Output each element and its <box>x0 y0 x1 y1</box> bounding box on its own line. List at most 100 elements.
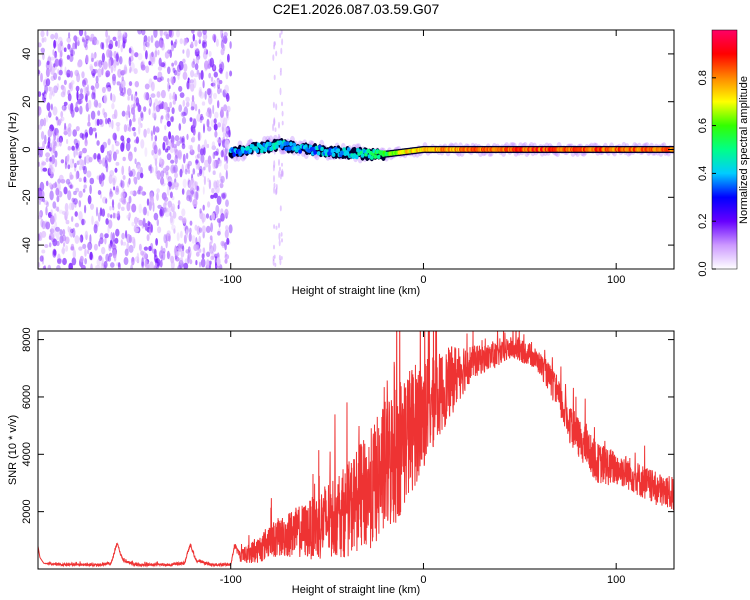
noise-speckle <box>143 92 148 101</box>
noise-speckle <box>185 101 190 108</box>
noise-speckle <box>173 41 177 49</box>
noise-speckle <box>152 108 157 118</box>
noise-speckle <box>153 75 158 80</box>
noise-speckle <box>163 31 168 36</box>
noise-speckle <box>162 141 166 151</box>
noise-speckle <box>160 76 164 81</box>
noise-speckle <box>101 52 105 63</box>
noise-speckle <box>55 116 58 121</box>
noise-speckle <box>140 64 146 71</box>
noise-speckle <box>62 85 66 96</box>
noise-speckle <box>111 93 116 103</box>
noise-speckle <box>102 141 107 149</box>
noise-speckle <box>202 247 205 253</box>
noise-speckle <box>187 169 191 175</box>
noise-speckle <box>152 248 157 254</box>
noise-speckle <box>105 155 108 164</box>
noise-speckle <box>157 71 163 79</box>
noise-speckle <box>78 246 83 251</box>
noise-speckle <box>155 238 159 246</box>
spectrogram-xtick-label: -100 <box>220 274 242 286</box>
noise-speckle <box>224 258 228 264</box>
noise-speckle <box>220 213 225 222</box>
noise-speckle <box>128 47 132 54</box>
noise-streak <box>273 74 276 80</box>
noise-speckle <box>106 49 110 58</box>
noise-streak <box>275 188 277 196</box>
noise-speckle <box>38 161 41 167</box>
noise-speckle <box>154 98 158 106</box>
noise-speckle <box>120 180 125 189</box>
noise-speckle <box>67 127 72 137</box>
noise-speckle <box>183 262 189 269</box>
noise-speckle <box>38 70 41 75</box>
noise-speckle <box>221 241 225 249</box>
noise-speckle <box>169 101 173 109</box>
noise-speckle <box>128 244 134 253</box>
noise-speckle <box>128 234 132 244</box>
noise-speckle <box>132 117 136 123</box>
noise-speckle <box>160 115 164 120</box>
noise-speckle <box>157 49 160 56</box>
noise-speckle <box>56 137 61 143</box>
noise-speckle <box>213 123 218 131</box>
ridge-core <box>373 154 378 159</box>
noise-speckle <box>216 179 220 188</box>
noise-speckle <box>75 101 78 111</box>
snr-series-line <box>38 331 674 568</box>
noise-speckle <box>39 255 44 262</box>
noise-speckle <box>192 198 198 208</box>
noise-speckle <box>212 243 217 252</box>
noise-speckle <box>194 49 197 56</box>
noise-speckle <box>186 48 190 58</box>
noise-speckle <box>112 132 117 141</box>
noise-speckle <box>95 132 97 139</box>
noise-speckle <box>132 127 136 132</box>
noise-speckle <box>49 164 53 175</box>
noise-speckle <box>59 138 62 147</box>
noise-speckle <box>218 63 223 70</box>
noise-speckle <box>205 225 211 233</box>
noise-speckle <box>154 158 158 167</box>
noise-speckle <box>43 36 47 43</box>
noise-speckle <box>180 243 184 250</box>
noise-speckle <box>206 88 212 96</box>
noise-speckle <box>151 81 155 92</box>
noise-speckle <box>200 70 204 80</box>
noise-speckle <box>54 58 60 67</box>
noise-speckle <box>143 206 147 215</box>
noise-speckle <box>89 251 93 261</box>
noise-speckle <box>126 242 130 251</box>
noise-speckle <box>62 257 67 266</box>
noise-speckle <box>117 68 122 78</box>
noise-speckle <box>214 111 219 119</box>
noise-speckle <box>199 148 204 156</box>
noise-speckle <box>199 208 202 214</box>
noise-speckle <box>45 114 49 123</box>
noise-speckle <box>228 224 233 234</box>
noise-speckle <box>224 253 230 260</box>
noise-speckle <box>153 212 159 221</box>
noise-speckle <box>220 30 224 39</box>
noise-speckle <box>174 145 178 154</box>
noise-speckle <box>40 47 45 53</box>
noise-speckle <box>134 81 139 88</box>
noise-speckle <box>171 78 175 86</box>
noise-speckle <box>204 60 209 70</box>
noise-speckle <box>226 105 231 113</box>
noise-speckle <box>98 59 103 68</box>
spectrogram-ytick-label: 20 <box>21 96 33 108</box>
noise-speckle <box>126 137 131 143</box>
ridge-core <box>246 146 250 151</box>
noise-speckle <box>133 68 138 75</box>
noise-speckle <box>166 185 170 196</box>
noise-speckle <box>87 113 91 124</box>
noise-speckle <box>225 169 228 180</box>
noise-speckle <box>167 181 173 187</box>
noise-speckle <box>158 57 162 67</box>
noise-speckle <box>45 152 51 158</box>
noise-speckle <box>101 246 106 255</box>
noise-speckle <box>172 211 177 219</box>
noise-streak <box>273 118 276 127</box>
